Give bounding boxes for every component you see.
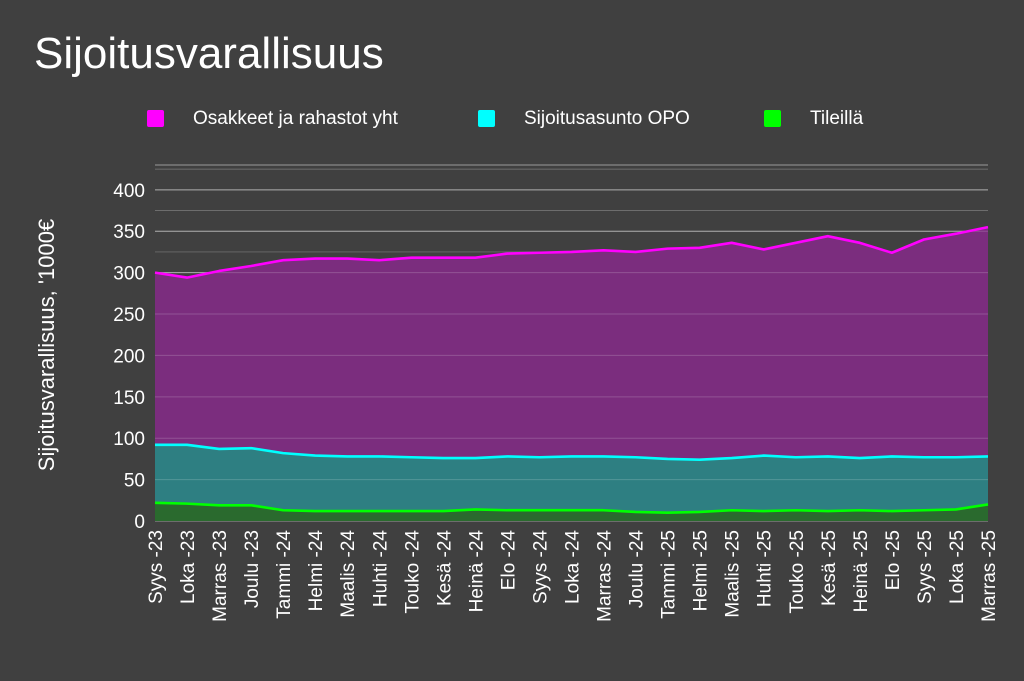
legend-swatch [147,110,164,127]
x-tick-label: Tammi -24 [274,530,295,619]
legend-label: Osakkeet ja rahastot yht [193,108,399,129]
chart-title: Sijoitusvarallisuus [34,29,384,78]
legend-label: Sijoitusasunto OPO [524,108,690,129]
x-tick-label: Elo -24 [498,530,519,591]
y-tick-label: 100 [113,429,145,450]
x-tick-label: Helmi -25 [691,530,712,611]
y-axis-ticks: 0 50 100 150 200 250 300 350 400 [113,181,145,533]
x-tick-label: Heinä -24 [466,530,487,613]
x-tick-label: Joulu -24 [627,530,648,609]
x-tick-label: Loka -24 [563,530,584,604]
x-tick-label: Marras -24 [595,530,616,622]
series-area [155,227,988,521]
series-line [154,225,989,279]
x-tick-label: Syys -23 [146,530,167,604]
x-tick-label: Marras -23 [210,530,231,622]
x-tick-label: Loka -23 [178,530,199,604]
y-tick-label: 300 [113,264,145,285]
legend-swatch [764,110,781,127]
series-lines [154,225,989,515]
series-area [155,502,988,521]
series-areas [155,189,988,521]
x-tick-label: Tammi -25 [659,530,680,619]
x-tick-label: Maalis -24 [338,530,359,618]
x-tick-label: Helmi -24 [306,530,327,612]
x-tick-label: Kesä -24 [434,530,455,606]
x-tick-label: Huhti -25 [755,530,776,607]
legend: Osakkeet ja rahastot yht Sijoitusasunto O… [147,108,864,129]
legend-swatch [478,110,495,127]
y-tick-label: 350 [113,222,145,243]
y-tick-label: 150 [113,388,145,409]
x-tick-label: Kesä -25 [819,530,840,606]
x-tick-label: Joulu -23 [242,530,263,608]
series-area [155,444,988,521]
y-tick-label: 400 [113,181,145,202]
y-tick-label: 200 [113,346,145,367]
x-tick-label: Touko -25 [787,530,808,613]
x-tick-label: Maalis -25 [723,530,744,618]
x-axis-ticks: Syys -23 Loka -23 Marras -23 Joulu -23 Tammi… [146,530,1000,622]
y-tick-label: 0 [134,512,145,533]
x-tick-label: Syys -24 [530,530,551,604]
y-tick-label: 250 [113,305,145,326]
x-tick-label: Marras -25 [979,530,1000,622]
x-tick-label: Huhti -24 [370,530,391,608]
y-axis-title: Sijoitusvarallisuus, '1000€ [34,219,59,471]
series-line [155,443,989,462]
series-line [154,501,989,515]
x-tick-label: Heinä -25 [851,530,872,612]
x-tick-label: Elo -25 [883,530,904,590]
x-tick-label: Loka -25 [947,530,968,604]
x-tick-label: Syys -25 [915,530,936,604]
legend-label: Tileillä [810,108,864,129]
y-tick-label: 50 [124,471,145,492]
x-tick-label: Touko -24 [402,530,423,614]
